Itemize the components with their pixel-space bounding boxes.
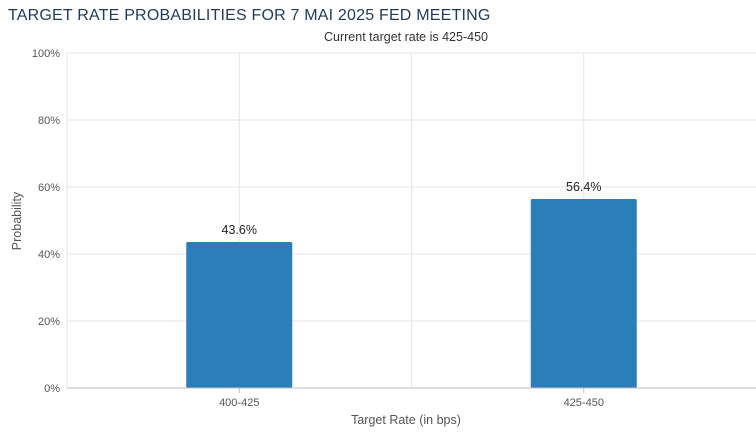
bars (186, 199, 637, 388)
x-tick-label: 400-425 (219, 397, 259, 409)
chart-title: TARGET RATE PROBABILITIES FOR 7 MAI 2025… (8, 7, 491, 24)
data-labels: 43.6% 56.4% (222, 180, 602, 237)
bar-400-425[interactable] (186, 241, 293, 388)
y-tick-label: 100% (32, 48, 60, 60)
bar-value-label: 56.4% (566, 180, 601, 194)
x-tick-label: 425-450 (564, 397, 604, 409)
x-axis-ticks: 400-425 425-450 (219, 388, 604, 409)
gridlines (66, 52, 756, 388)
bar-425-450[interactable] (530, 199, 637, 388)
y-tick-label: 40% (38, 249, 60, 261)
x-axis-title: Target Rate (in bps) (351, 413, 461, 427)
chart-subtitle: Current target rate is 425-450 (324, 30, 488, 44)
y-tick-label: 0% (44, 383, 60, 395)
y-tick-label: 60% (38, 182, 60, 194)
y-tick-label: 80% (38, 115, 60, 127)
y-axis-title: Probability (10, 191, 24, 250)
bar-value-label: 43.6% (222, 223, 257, 237)
y-axis-ticks: 0% 20% 40% 60% 80% 100% (32, 48, 60, 395)
y-tick-label: 20% (38, 316, 60, 328)
